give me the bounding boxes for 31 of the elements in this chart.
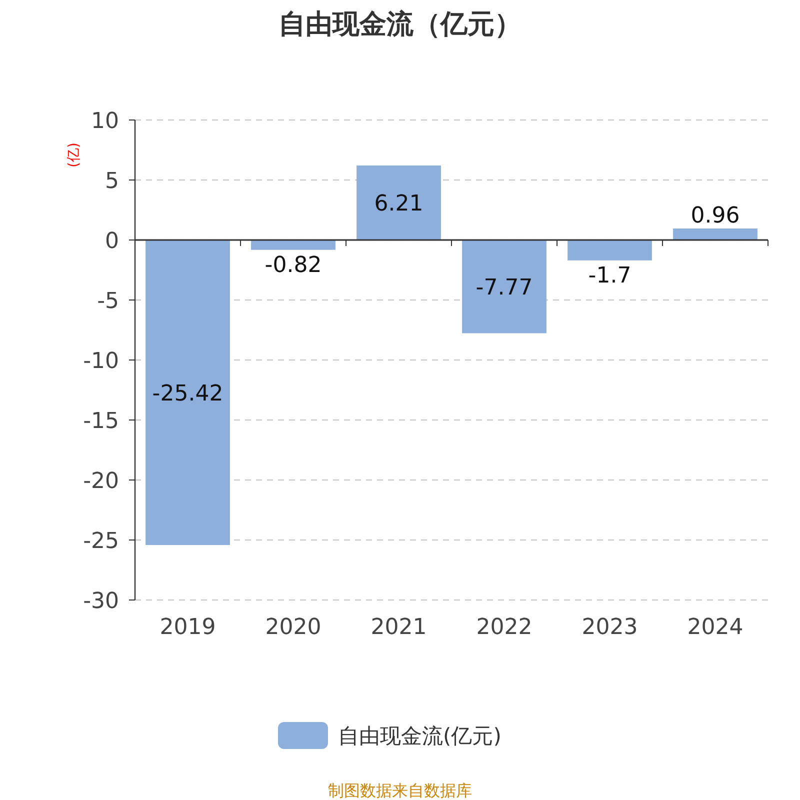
data-label: 0.96	[690, 203, 740, 228]
x-tick-label: 2023	[582, 615, 638, 640]
data-label: -25.42	[152, 382, 224, 407]
bar	[673, 228, 758, 240]
bar	[356, 165, 441, 240]
data-label: -1.7	[588, 263, 632, 288]
y-tick-label: -5	[97, 289, 119, 314]
data-label: -7.77	[476, 276, 533, 301]
x-tick-label: 2022	[476, 615, 532, 640]
text: 制图数据来自数据库	[328, 781, 472, 800]
y-tick-label: -20	[83, 469, 119, 494]
x-tick-label: 2021	[370, 615, 427, 640]
x-tick-label: 2024	[687, 615, 744, 640]
x-tick-label: 2020	[265, 615, 322, 640]
y-tick-label: -30	[83, 589, 119, 614]
bar	[462, 240, 546, 334]
bar	[568, 240, 652, 260]
data-label: -0.82	[264, 252, 322, 278]
chart-title: 自由现金流（亿元）	[278, 9, 522, 40]
legend-label: 自由现金流(亿元)	[338, 724, 502, 748]
y-tick-label: 10	[91, 109, 119, 134]
y-tick-label: -10	[83, 349, 119, 374]
bar	[251, 240, 336, 250]
x-tick-label: 2019	[160, 615, 216, 640]
y-tick-label: -25	[83, 529, 119, 554]
data-label: 6.21	[374, 192, 424, 217]
y-axis-title: (亿)	[66, 142, 82, 168]
y-tick-label: 0	[105, 229, 119, 254]
y-tick-label: 5	[105, 169, 119, 194]
y-tick-label: -15	[83, 409, 119, 434]
bar	[146, 240, 230, 546]
